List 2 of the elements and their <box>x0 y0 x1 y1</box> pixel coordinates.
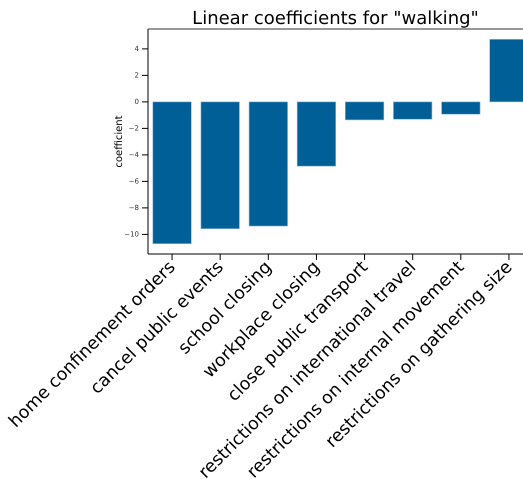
chart-title: Linear coefficients for "walking" <box>192 8 479 29</box>
y-axis-title: coefficient <box>114 115 125 168</box>
